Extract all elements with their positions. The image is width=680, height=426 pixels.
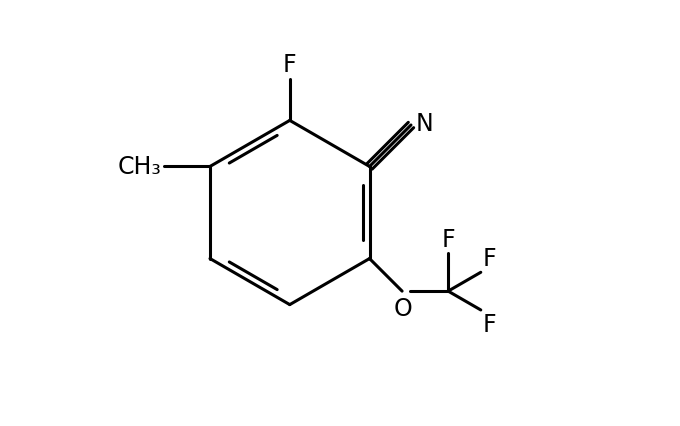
Text: F: F (283, 53, 296, 77)
Text: CH₃: CH₃ (118, 155, 162, 179)
Text: F: F (483, 247, 496, 271)
Text: O: O (394, 296, 412, 320)
Text: N: N (415, 111, 433, 135)
Text: F: F (441, 228, 455, 252)
Text: F: F (483, 312, 496, 336)
